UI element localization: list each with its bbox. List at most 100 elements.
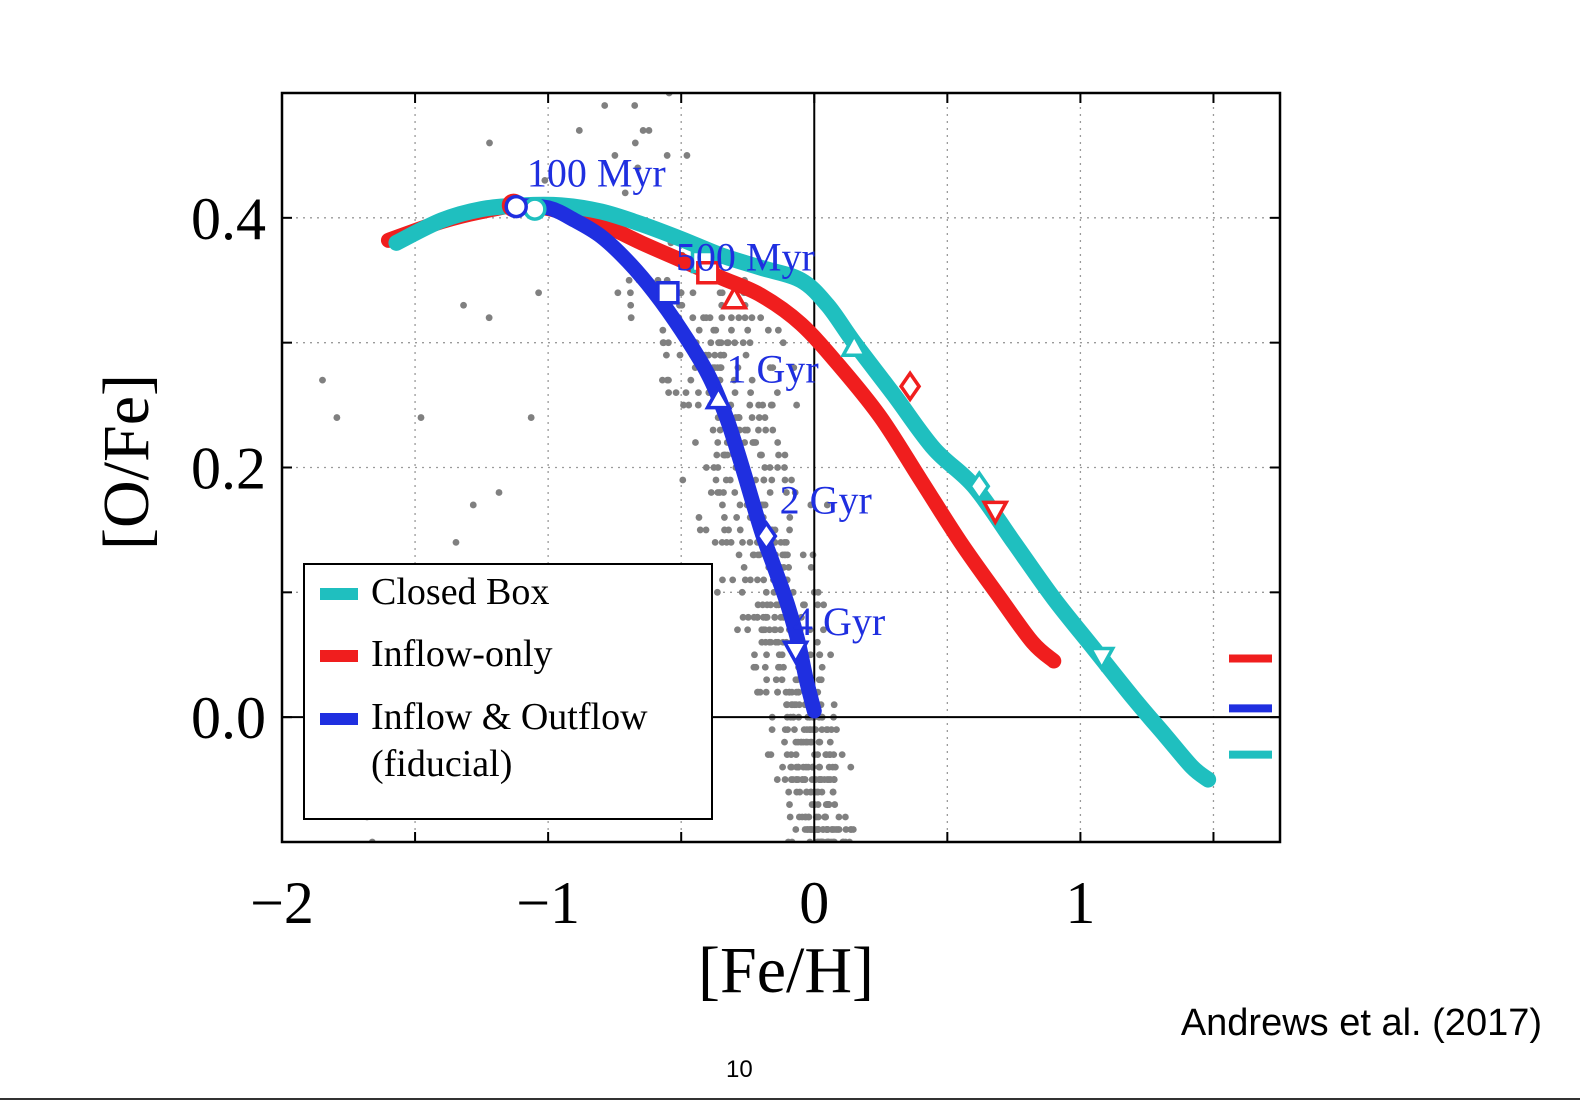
- marker-square-inflow-only: [696, 261, 720, 285]
- scatter-point: [825, 801, 833, 808]
- scatter-point: [734, 414, 742, 421]
- scatter-point: [747, 389, 755, 396]
- scatter-point: [760, 613, 767, 621]
- scatter-point: [728, 314, 735, 322]
- scatter-point: [734, 626, 741, 634]
- scatter-point: [762, 426, 770, 434]
- scatter-point: [682, 389, 690, 396]
- scatter-point: [746, 339, 754, 347]
- scatter-point: [802, 738, 810, 746]
- legend-box: [303, 563, 713, 820]
- scatter-point: [739, 539, 746, 546]
- scatter-point: [754, 601, 762, 609]
- scatter-point: [829, 788, 837, 796]
- scatter-point: [786, 801, 793, 808]
- scatter-point: [807, 788, 815, 796]
- scatter-point: [818, 663, 826, 671]
- footer-rule: [0, 1098, 1580, 1100]
- scatter-point: [685, 401, 693, 409]
- scatter-point: [825, 776, 833, 783]
- legend: Closed Box Inflow-only Inflow & Outflow (fi…: [303, 563, 713, 820]
- scatter-point: [809, 551, 817, 559]
- scatter-point: [764, 326, 772, 334]
- scatter-point: [818, 788, 826, 796]
- scatter-point: [723, 339, 731, 347]
- scatter-point: [631, 102, 639, 109]
- marker-triangle-up-inflow-only: [720, 284, 749, 310]
- scatter-point: [486, 139, 493, 147]
- scatter-point: [787, 776, 795, 783]
- time-label: 4 Gyr: [793, 599, 885, 644]
- legend-label: Closed Box: [371, 571, 549, 613]
- scatter-point: [766, 464, 774, 471]
- scatter-point: [781, 451, 789, 459]
- scatter-point: [535, 289, 543, 297]
- scatter-point: [784, 726, 792, 734]
- scatter-point: [816, 651, 824, 659]
- scatter-point: [634, 164, 642, 172]
- scatter-point: [739, 339, 747, 347]
- scatter-point: [818, 726, 826, 734]
- scatter-point: [781, 738, 788, 746]
- scatter-point: [763, 601, 771, 609]
- scatter-point: [762, 688, 770, 696]
- scatter-point: [702, 464, 710, 471]
- scatter-point: [757, 314, 765, 322]
- scatter-point: [823, 826, 830, 833]
- scatter-point: [791, 489, 799, 496]
- scatter-point: [735, 314, 743, 322]
- scatter-point: [716, 489, 724, 496]
- x-axis-title: [Fe/H]: [698, 934, 874, 1007]
- scatter-point: [756, 451, 764, 459]
- scatter-point: [727, 539, 735, 546]
- scatter-point: [820, 601, 828, 609]
- scatter-point: [705, 351, 713, 359]
- scatter-point: [792, 676, 800, 684]
- scatter-point: [838, 751, 846, 759]
- scatter-point: [485, 314, 493, 322]
- scatter-point: [695, 389, 702, 396]
- scatter-point: [815, 776, 823, 783]
- scatter-point: [702, 314, 710, 322]
- scatter-point: [761, 464, 769, 471]
- scatter-point: [766, 489, 774, 496]
- scatter-point: [785, 563, 793, 571]
- scatter-point: [822, 813, 830, 821]
- scatter-point: [783, 489, 790, 496]
- marker-diamond-inflow-only: [898, 370, 922, 403]
- scatter-point: [721, 514, 728, 521]
- scatter-point: [764, 751, 772, 759]
- scatter-point: [800, 726, 808, 734]
- scatter-point: [799, 763, 807, 771]
- scatter-point: [793, 763, 800, 771]
- scatter-point: [741, 576, 749, 584]
- scatter-point: [763, 651, 770, 659]
- scatter-point: [774, 464, 781, 471]
- scatter-point: [774, 326, 782, 334]
- scatter-point: [754, 688, 761, 696]
- scatter-point: [826, 751, 834, 759]
- scatter-point: [775, 451, 782, 459]
- scatter-point: [842, 826, 850, 833]
- scatter-point: [695, 326, 703, 334]
- scatter-point: [815, 813, 822, 821]
- scatter-point: [793, 401, 801, 409]
- x-tick-label: −2: [250, 870, 314, 936]
- scatter-point: [750, 439, 758, 446]
- scatter-point: [744, 626, 752, 634]
- scatter-point: [820, 626, 827, 634]
- scatter-point: [713, 451, 721, 459]
- scatter-point: [782, 539, 790, 546]
- scatter-point: [758, 626, 766, 634]
- scatter-point: [788, 476, 795, 484]
- scatter-point: [741, 314, 749, 322]
- scatter-point: [735, 551, 743, 559]
- marker-circle-closed-box: [523, 197, 547, 221]
- scatter-point: [495, 489, 503, 496]
- marker-diamond-closed-box: [968, 470, 991, 503]
- scatter-point: [793, 776, 801, 783]
- scatter-point: [787, 751, 795, 759]
- scatter-point: [847, 826, 855, 833]
- scatter-point: [716, 426, 724, 434]
